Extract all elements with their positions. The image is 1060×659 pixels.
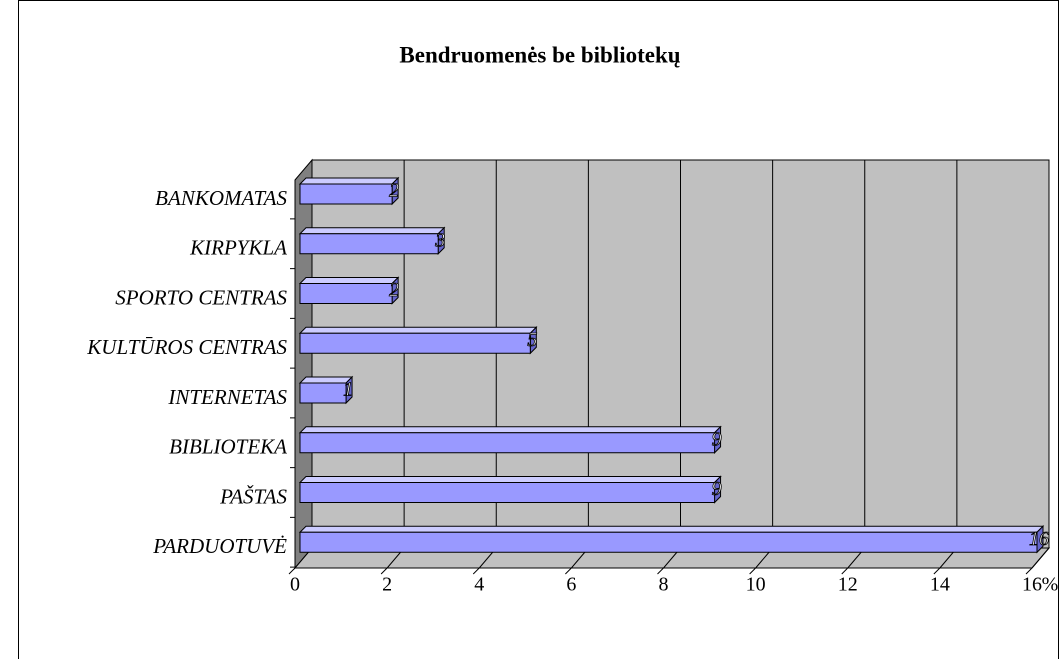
bar-front (299, 332, 531, 354)
x-tick (565, 567, 572, 575)
bar (298, 525, 1045, 554)
x-tick-label: 2 (382, 574, 392, 596)
value-label: 9 (712, 478, 722, 500)
y-tick-label: PARDUOTUVĖ (152, 534, 287, 558)
side-wall (294, 158, 313, 570)
x-axis-label: % (1042, 574, 1059, 596)
bar-top (298, 227, 446, 235)
bar-front (299, 382, 347, 404)
x-tick-label: 10 (746, 574, 766, 596)
bar-top (298, 426, 722, 434)
x-tick-label: 0 (290, 574, 300, 596)
x-tick (472, 567, 480, 575)
x-tick-label: 8 (659, 574, 669, 596)
bar-front (299, 432, 716, 454)
bar (298, 475, 722, 504)
bar-top (298, 525, 1045, 533)
bar (298, 176, 400, 206)
y-tick-label: INTERNETAS (167, 385, 287, 409)
x-tick (933, 567, 941, 575)
x-tick (841, 567, 849, 575)
bar (298, 375, 354, 405)
floor-grid-line (1031, 547, 1050, 569)
bar (298, 326, 538, 355)
value-label: 3 (434, 229, 445, 251)
value-label: 2 (389, 279, 399, 301)
x-tick (380, 567, 388, 575)
bar-top (298, 277, 400, 284)
x-tick-label: 6 (566, 574, 576, 596)
chart-title: Bendruomenės be bibliotekų (399, 42, 680, 67)
bar-front (299, 482, 716, 503)
bar-top (298, 476, 722, 483)
x-tick-label: 12 (838, 574, 858, 596)
value-label: 16 (1029, 528, 1049, 550)
x-tick (1025, 567, 1033, 575)
y-tick-label: KULTŪROS CENTRAS (86, 335, 287, 359)
bar (298, 276, 400, 305)
bar (298, 425, 722, 454)
bar-top (298, 326, 538, 334)
value-label: 5 (527, 329, 537, 351)
bar (298, 226, 446, 255)
bar-front (299, 283, 393, 304)
x-tick-label: 14 (930, 574, 950, 596)
value-label: 9 (712, 428, 722, 450)
bar-front (299, 531, 1038, 553)
x-tick (288, 567, 296, 575)
y-tick-label: KIRPYKLA (189, 236, 287, 260)
value-label: 1 (343, 379, 353, 401)
x-tick-label: 4 (474, 574, 484, 596)
y-tick-label: PAŠTAS (219, 484, 287, 508)
bar-front (299, 233, 439, 255)
bar-top (298, 177, 400, 185)
x-tick (657, 567, 664, 575)
y-tick-label: BIBLIOTEKA (169, 435, 287, 459)
x-tick-label: 16 (1022, 574, 1042, 596)
bar-front (299, 183, 393, 205)
y-tick-label: SPORTO CENTRAS (115, 285, 287, 309)
y-tick-label: BANKOMATAS (155, 186, 287, 210)
x-tick (749, 567, 756, 575)
value-label: 2 (389, 180, 399, 202)
